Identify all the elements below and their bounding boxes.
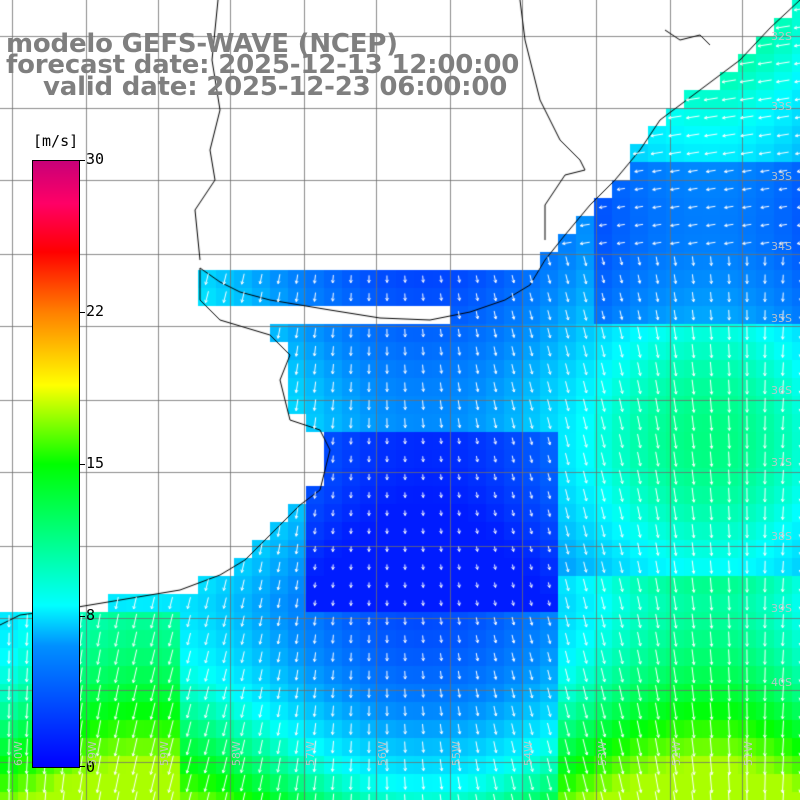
lat-label-37s: 37S <box>771 456 792 469</box>
lon-label-56w: 56W <box>376 741 389 766</box>
colorbar-tick-8: 8 <box>86 606 96 624</box>
lon-label-60w: 60W <box>12 741 25 766</box>
model-title: modelo GEFS-WAVE (NCEP) <box>6 29 398 59</box>
lon-label-59w-b: 59W <box>158 741 171 766</box>
lat-label-35s: 35S <box>771 312 792 325</box>
colorbar-tick-22: 22 <box>86 302 105 320</box>
lon-label-59w: 59W <box>86 741 99 766</box>
colorbar-tickmark-22 <box>79 312 85 313</box>
colorbar <box>32 160 80 768</box>
lon-label-53w: 53W <box>596 741 609 766</box>
colorbar-tickmark-8 <box>79 616 85 617</box>
colorbar-tickmark-0 <box>79 766 85 767</box>
valid-date: valid date: 2025-12-23 06:00:00 <box>43 72 508 102</box>
lat-label-34s: 34S <box>771 240 792 253</box>
lon-label-52w: 52W <box>670 741 683 766</box>
colorbar-tickmark-30 <box>79 160 85 161</box>
lat-label-38s: 38S <box>771 530 792 543</box>
colorbar-unit: [m/s] <box>32 132 80 150</box>
lon-label-58w: 58W <box>230 741 243 766</box>
lat-label-36s: 36S <box>771 384 792 397</box>
lat-label-39s: 39S <box>771 602 792 615</box>
lat-label-33s-b: 33S <box>771 170 792 183</box>
colorbar-tick-15: 15 <box>86 454 105 472</box>
lat-label-33s: 33S <box>771 100 792 113</box>
lon-label-54w: 54W <box>522 741 535 766</box>
colorbar-tick-0: 0 <box>86 758 96 776</box>
lon-label-57w: 57W <box>304 741 317 766</box>
colorbar-tickmark-15 <box>79 464 85 465</box>
lat-label-32s: 32S <box>771 30 792 43</box>
lon-label-55w: 55W <box>450 741 463 766</box>
colorbar-tick-30: 30 <box>86 150 105 168</box>
lat-label-40s: 40S <box>771 676 792 689</box>
forecast-date: forecast date: 2025-12-13 12:00:00 <box>6 50 520 80</box>
lon-label-51w: 51W <box>742 741 755 766</box>
